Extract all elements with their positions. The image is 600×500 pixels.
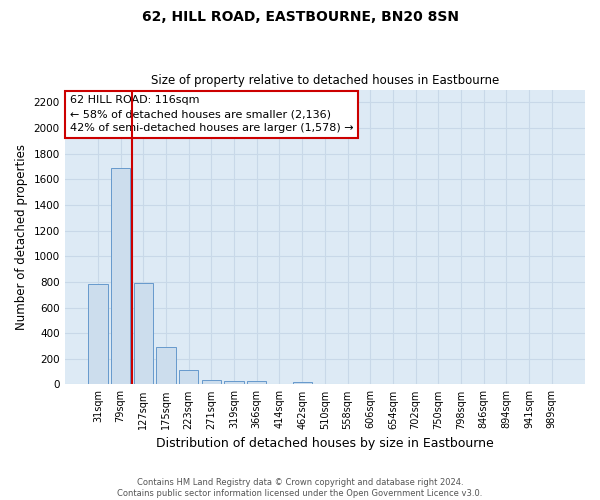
Bar (88, 284, 107, 384)
Bar (134, 282, 153, 384)
Bar (247, 380, 266, 384)
Bar (179, 370, 199, 384)
Bar (157, 346, 176, 385)
Text: Contains HM Land Registry data © Crown copyright and database right 2024.
Contai: Contains HM Land Registry data © Crown c… (118, 478, 482, 498)
Y-axis label: Number of detached properties: Number of detached properties (15, 144, 28, 330)
Bar (224, 380, 244, 384)
Text: 62 HILL ROAD: 116sqm
← 58% of detached houses are smaller (2,136)
42% of semi-de: 62 HILL ROAD: 116sqm ← 58% of detached h… (70, 96, 353, 134)
Bar (293, 382, 312, 384)
Title: Size of property relative to detached houses in Eastbourne: Size of property relative to detached ho… (151, 74, 499, 87)
X-axis label: Distribution of detached houses by size in Eastbourne: Distribution of detached houses by size … (156, 437, 494, 450)
Bar (111, 168, 130, 384)
Bar (202, 380, 221, 384)
Text: 62, HILL ROAD, EASTBOURNE, BN20 8SN: 62, HILL ROAD, EASTBOURNE, BN20 8SN (142, 10, 458, 24)
